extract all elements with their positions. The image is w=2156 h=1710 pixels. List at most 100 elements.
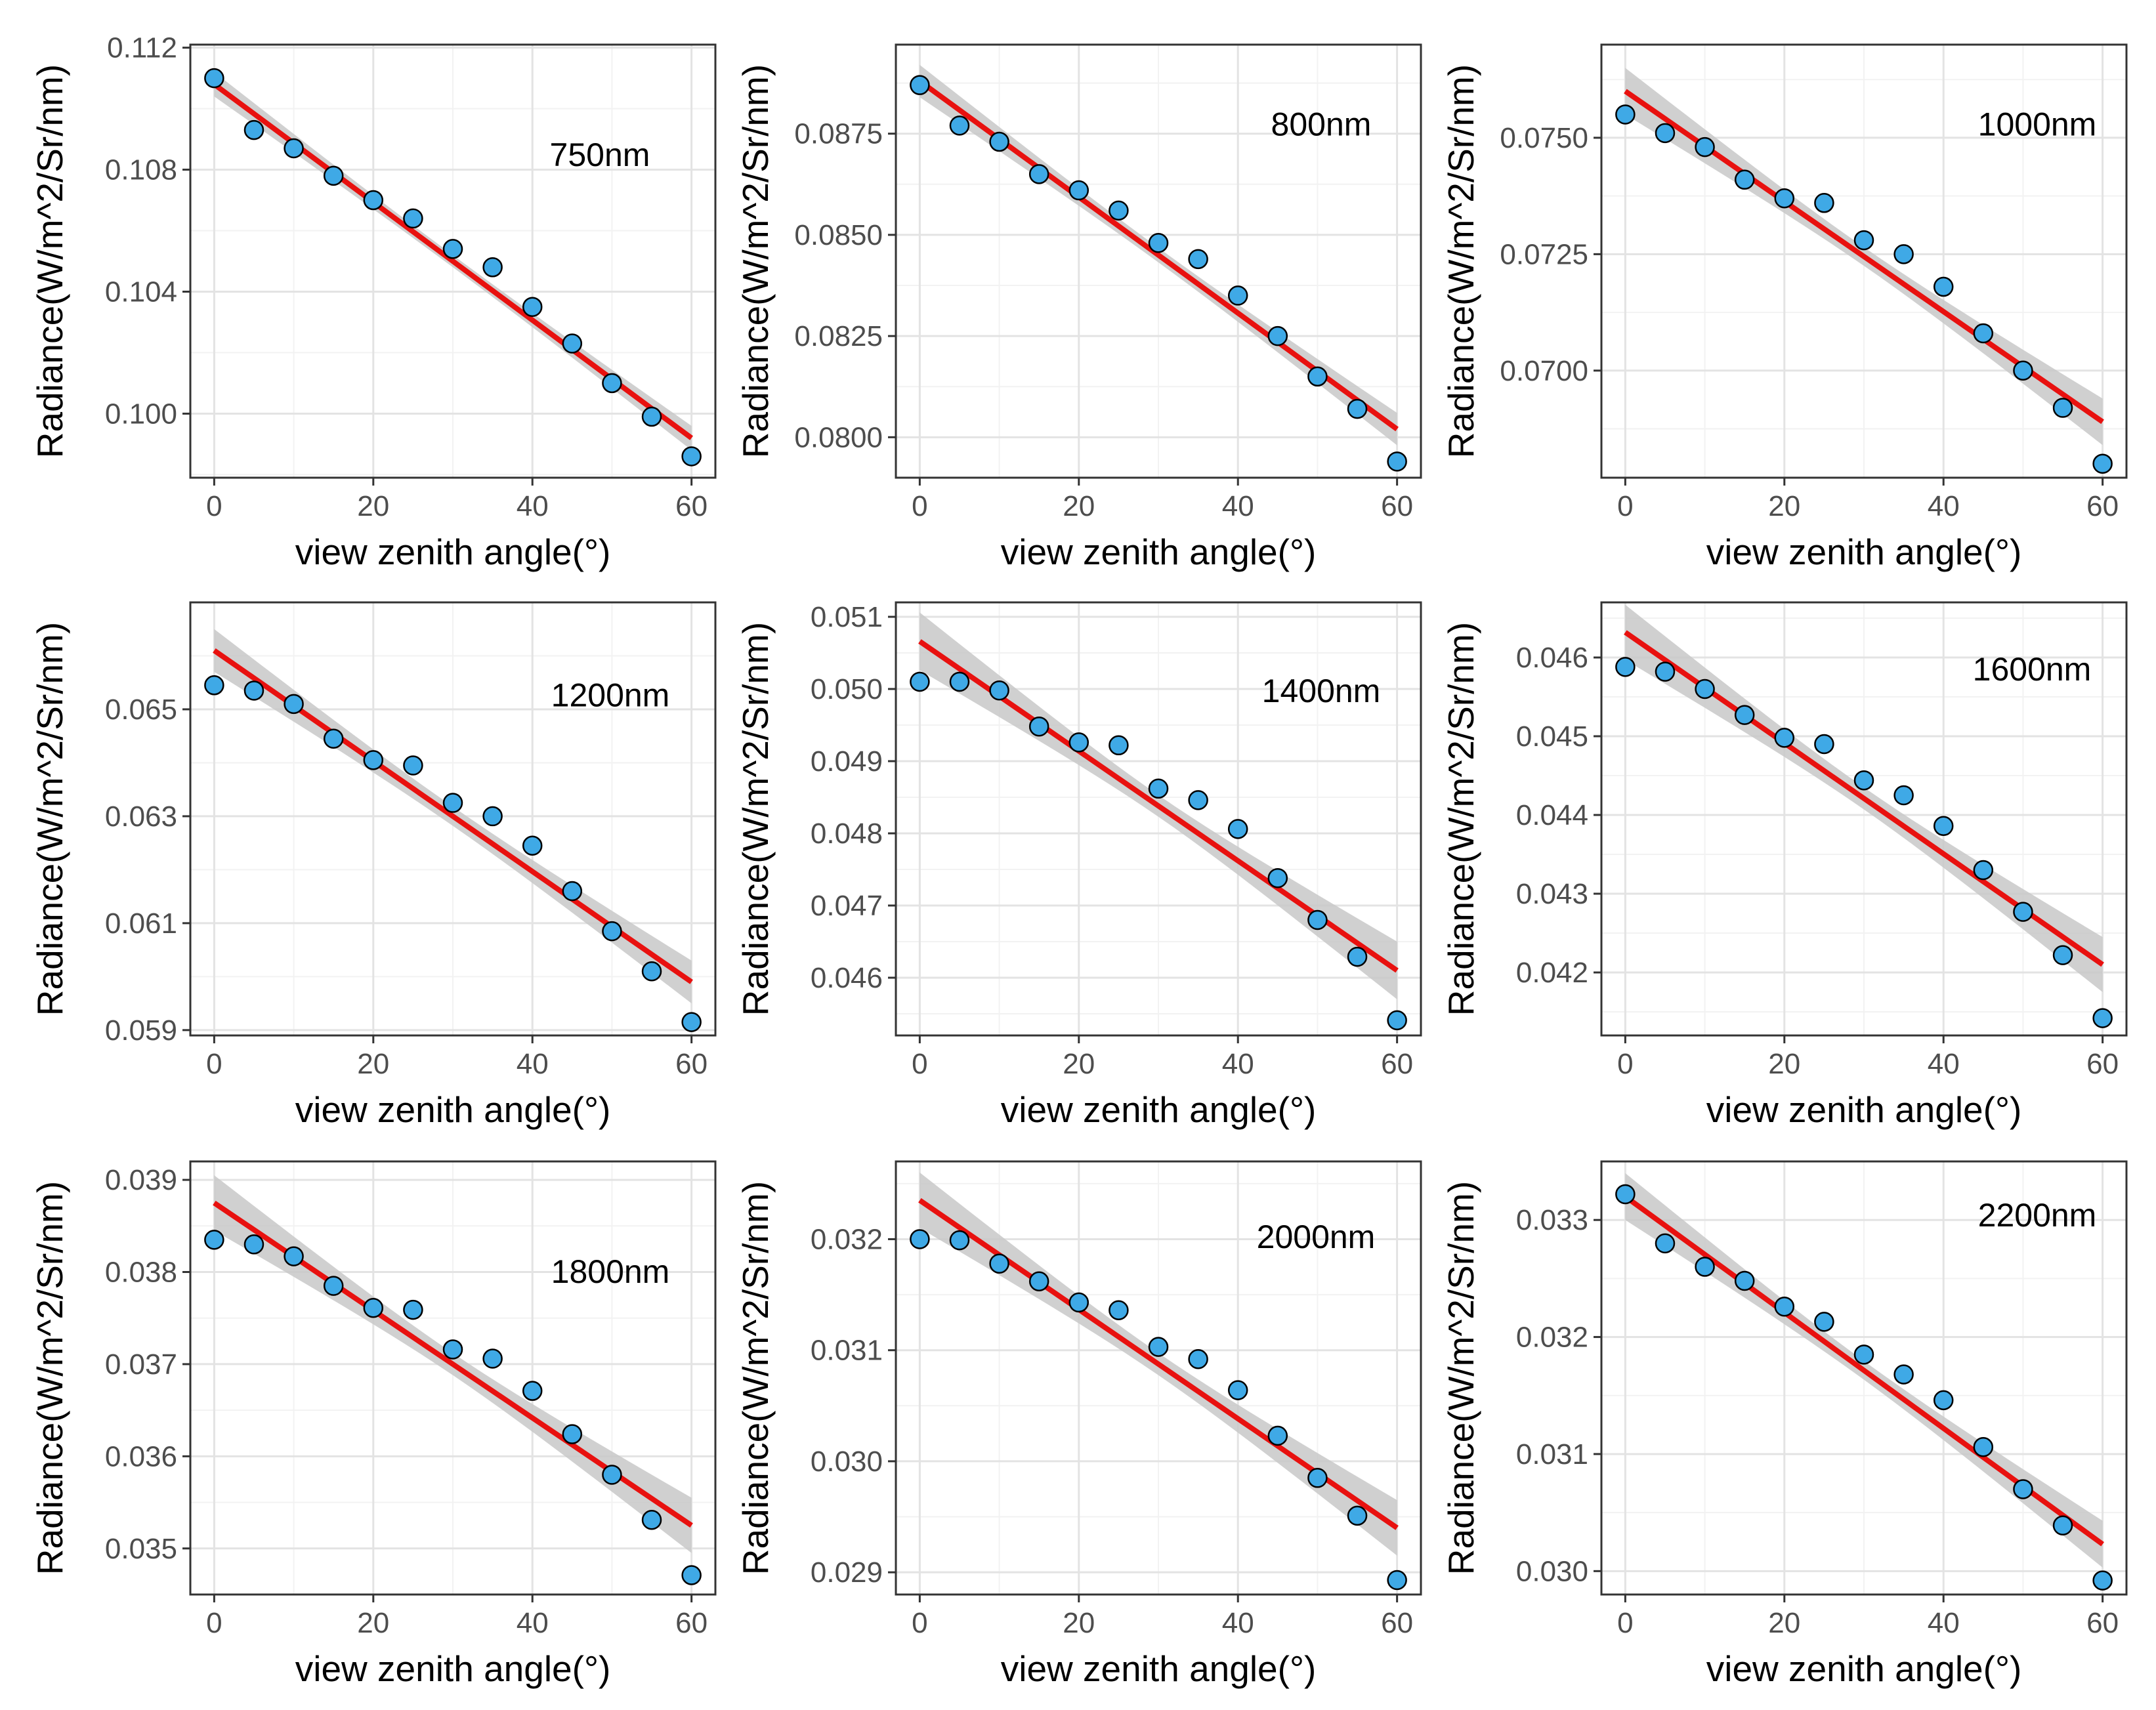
data-point [403, 755, 423, 776]
data-point [442, 1339, 463, 1360]
x-tick-label: 0 [912, 1048, 927, 1080]
x-tick-label: 0 [1617, 1607, 1633, 1639]
y-axis-title: Radiance(W/m^2/Sr/nm) [735, 64, 776, 458]
data-point [1109, 735, 1129, 756]
data-point [1307, 909, 1328, 930]
wavelength-label: 1400nm [1262, 673, 1381, 709]
data-point [1734, 1270, 1755, 1291]
y-axis-title: Radiance(W/m^2/Sr/nm) [1441, 64, 1481, 458]
wavelength-label: 1000nm [1978, 106, 2097, 143]
y-axis-title: Radiance(W/m^2/Sr/nm) [30, 1181, 70, 1575]
data-point [284, 1246, 304, 1266]
y-tick-label: 0.043 [1516, 878, 1588, 910]
data-point [1267, 1425, 1288, 1446]
x-tick-label: 20 [357, 490, 389, 522]
y-tick-label: 0.030 [1516, 1555, 1588, 1587]
y-tick-label: 0.0750 [1500, 122, 1588, 154]
wavelength-label: 1800nm [551, 1253, 670, 1290]
data-point [2052, 398, 2073, 418]
y-tick-label: 0.031 [811, 1335, 883, 1367]
data-point [1893, 785, 1914, 806]
x-axis-title: view zenith angle(°) [1001, 532, 1317, 572]
y-tick-label: 0.045 [1516, 720, 1588, 753]
y-tick-label: 0.0825 [794, 320, 883, 352]
x-tick-label: 60 [1381, 1048, 1413, 1080]
y-tick-label: 0.037 [105, 1348, 177, 1381]
y-tick-label: 0.112 [107, 32, 177, 64]
x-axis-title: view zenith angle(°) [295, 1089, 611, 1130]
data-point [989, 131, 1009, 152]
data-point [1814, 1312, 1834, 1332]
data-point [2092, 1570, 2113, 1591]
data-point [1307, 1468, 1328, 1488]
data-point [323, 728, 344, 749]
data-point [1774, 188, 1795, 209]
y-axis-title: Radiance(W/m^2/Sr/nm) [1441, 1181, 1481, 1575]
data-point [1933, 816, 1954, 837]
x-tick-label: 20 [1063, 490, 1095, 522]
x-tick-label: 60 [2086, 490, 2119, 522]
data-point [562, 1424, 583, 1444]
data-point [1347, 1505, 1368, 1526]
x-tick-label: 60 [675, 1607, 708, 1639]
panel-border [895, 1160, 1422, 1596]
y-tick-label: 0.059 [105, 1014, 177, 1047]
data-point [1695, 1257, 1715, 1277]
data-point [1695, 136, 1715, 157]
y-tick-label: 0.049 [811, 745, 883, 778]
data-point [403, 208, 423, 229]
data-point [1814, 734, 1834, 755]
data-point [522, 835, 543, 856]
x-tick-label: 0 [1617, 1048, 1633, 1080]
panel-border [1600, 43, 2128, 479]
x-tick-label: 40 [1222, 490, 1254, 522]
data-point [910, 671, 930, 692]
x-tick-label: 20 [1063, 1048, 1095, 1080]
x-tick-label: 20 [1768, 1607, 1800, 1639]
data-point [1227, 819, 1248, 839]
data-point [1109, 200, 1129, 221]
data-point [243, 680, 264, 701]
y-tick-label: 0.104 [105, 276, 177, 308]
data-point [1148, 1337, 1169, 1357]
data-point [1615, 657, 1636, 677]
x-tick-label: 0 [912, 490, 927, 522]
data-point [1028, 716, 1049, 737]
wavelength-label: 2200nm [1978, 1197, 2097, 1234]
data-point [2013, 902, 2033, 922]
y-tick-label: 0.065 [105, 694, 177, 726]
data-point [204, 675, 224, 696]
data-point [323, 1276, 344, 1296]
data-point [1933, 276, 1954, 297]
data-point [2052, 1515, 2073, 1536]
data-point [562, 881, 583, 902]
data-point [2013, 1479, 2033, 1499]
x-tick-label: 60 [2086, 1607, 2119, 1639]
data-point [1973, 1436, 1994, 1457]
data-point [1893, 1364, 1914, 1385]
wavelength-label: 1200nm [551, 677, 670, 713]
y-tick-label: 0.046 [811, 962, 883, 994]
y-tick-label: 0.051 [811, 601, 883, 633]
panel-border [895, 43, 1422, 479]
x-axis-title: view zenith angle(°) [1001, 1648, 1317, 1689]
panel-border [189, 43, 717, 479]
data-point [1695, 678, 1715, 699]
data-point [1068, 732, 1089, 753]
y-tick-label: 0.031 [1516, 1438, 1588, 1470]
data-point [323, 165, 344, 186]
y-tick-label: 0.063 [105, 801, 177, 833]
x-axis-title: view zenith angle(°) [1706, 532, 2022, 572]
y-axis-title: Radiance(W/m^2/Sr/nm) [735, 1181, 776, 1575]
data-point [1853, 1345, 1874, 1365]
x-tick-label: 60 [675, 490, 708, 522]
data-point [1028, 1271, 1049, 1292]
data-point [2052, 945, 2073, 965]
x-tick-label: 0 [206, 1607, 222, 1639]
panel-750nm: 0 20 40 60 0.100 0.104 0.108 0.112 view zenith a… [30, 32, 717, 572]
y-tick-label: 0.0700 [1500, 355, 1588, 387]
data-point [949, 671, 970, 692]
data-point [1655, 123, 1676, 144]
data-point [1267, 867, 1288, 888]
